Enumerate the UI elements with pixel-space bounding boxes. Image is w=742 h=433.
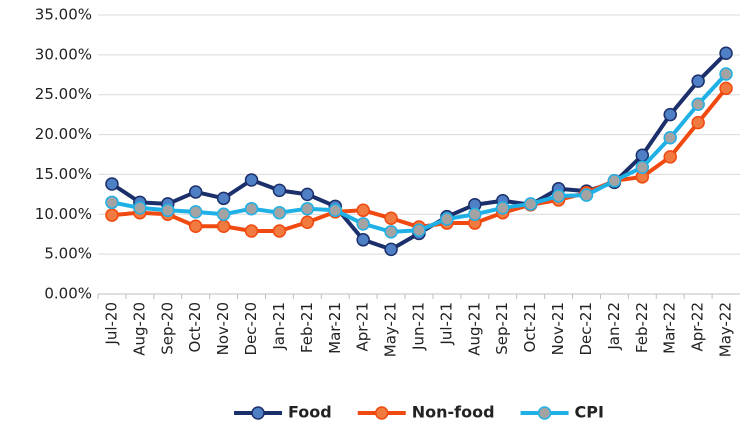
marker (691, 74, 705, 88)
marker (691, 115, 705, 130)
marker (663, 150, 677, 164)
y-tick-label: 35.00% (35, 6, 92, 24)
marker (244, 224, 259, 238)
x-tick-label: Dec-20 (242, 302, 260, 356)
legend-label: Food (288, 403, 332, 422)
marker (272, 205, 287, 220)
marker (105, 177, 119, 191)
x-tick-label: Nov-21 (549, 302, 567, 355)
marker (105, 195, 119, 210)
x-tick-label: Jan-22 (605, 302, 623, 351)
x-tick-label: Aug-21 (465, 302, 483, 356)
x-tick-label: Dec-21 (577, 302, 595, 356)
marker (495, 201, 510, 215)
marker (691, 97, 705, 112)
marker (468, 207, 482, 222)
legend: Food Non-food CPI (234, 403, 604, 422)
x-tick-label: May-21 (382, 302, 400, 357)
line (111, 87, 728, 234)
line (110, 51, 728, 252)
marker (356, 217, 370, 231)
x-tick-label: Sep-21 (493, 302, 511, 355)
marker (300, 215, 315, 230)
marker (719, 81, 733, 96)
marker (356, 233, 370, 247)
marker (300, 201, 315, 216)
marker (272, 224, 287, 238)
x-tick-label: Sep-20 (158, 302, 176, 355)
marker (244, 173, 259, 187)
x-tick-label: Feb-21 (298, 302, 316, 353)
marker (328, 203, 343, 218)
y-tick-label: 5.00% (44, 245, 92, 263)
marker (300, 187, 315, 202)
marker (216, 207, 231, 222)
y-tick-label: 20.00% (35, 125, 92, 143)
legend-marker (251, 406, 265, 420)
legend-label: CPI (575, 403, 604, 422)
marker (663, 107, 677, 122)
x-tick-label: Nov-20 (214, 302, 232, 355)
marker (216, 191, 231, 206)
y-tick-label: 25.00% (35, 85, 92, 103)
marker (607, 174, 622, 188)
x-tick-label: Mar-21 (326, 302, 344, 354)
marker (551, 189, 566, 203)
marker (579, 188, 594, 202)
x-tick-label: Jan-21 (270, 302, 288, 351)
marker (719, 46, 733, 61)
legend-label: Non-food (412, 403, 495, 422)
marker (188, 185, 203, 199)
marker (719, 67, 733, 81)
marker (384, 211, 398, 226)
marker (412, 223, 426, 237)
marker (356, 203, 370, 218)
marker (635, 148, 650, 163)
x-tick-label: Jul-21 (437, 302, 455, 346)
marker (384, 225, 398, 239)
line (111, 72, 728, 234)
legend-marker (537, 406, 552, 420)
marker (440, 212, 454, 226)
marker (105, 208, 119, 222)
y-tick-label: 30.00% (35, 45, 92, 63)
marker (523, 197, 538, 211)
marker (244, 201, 259, 216)
marker (161, 203, 175, 218)
marker (188, 219, 203, 233)
marker (216, 219, 231, 233)
marker (663, 131, 677, 145)
y-tick-label: 0.00% (44, 285, 92, 303)
x-tick-label: Aug-20 (130, 302, 148, 356)
x-tick-label: Oct-20 (186, 302, 204, 352)
x-tick-label: May-22 (717, 302, 735, 357)
x-tick-label: Jun-21 (410, 302, 428, 351)
legend-marker (374, 406, 389, 420)
x-tick-label: Oct-21 (521, 302, 539, 352)
x-tick-label: Mar-22 (661, 302, 679, 354)
marker (133, 201, 147, 215)
marker (188, 205, 203, 219)
x-tick-label: Apr-21 (354, 302, 372, 352)
x-tick-label: Feb-22 (633, 302, 651, 353)
marker (635, 160, 650, 175)
marker (384, 242, 398, 257)
x-tick-label: Apr-22 (689, 302, 707, 352)
y-tick-label: 10.00% (35, 205, 92, 223)
y-tick-label: 15.00% (35, 165, 92, 183)
marker (272, 183, 287, 198)
x-tick-label: Jul-20 (102, 302, 120, 346)
